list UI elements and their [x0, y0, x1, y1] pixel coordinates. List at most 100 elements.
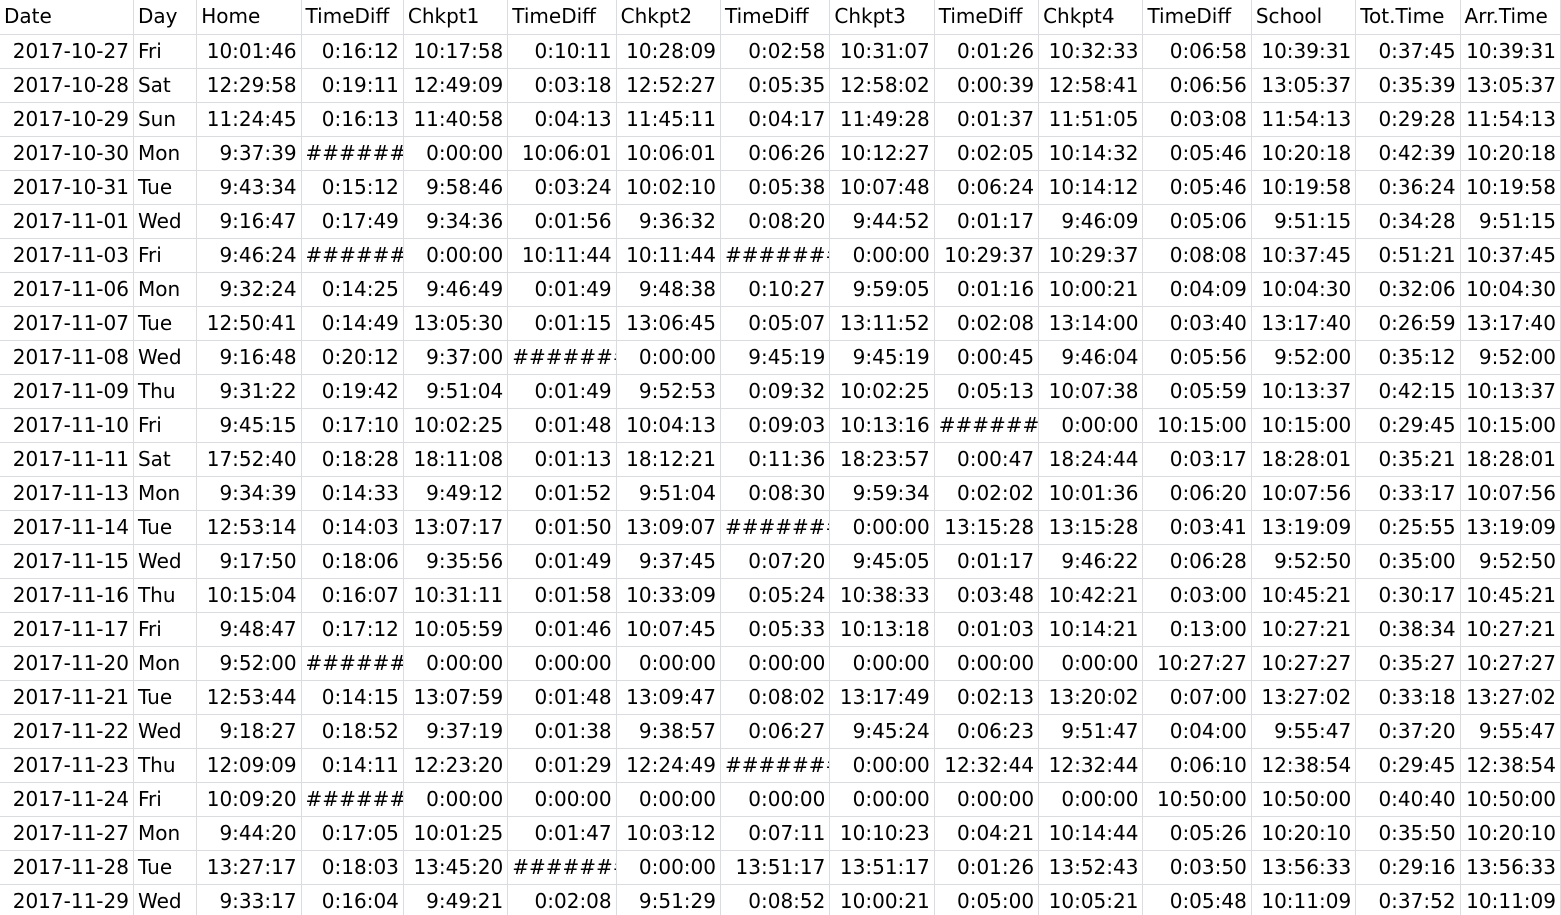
cell-date[interactable]: 2017-11-23: [0, 748, 134, 783]
cell-chkpt3[interactable]: 9:59:34: [829, 476, 935, 511]
cell-chkpt2[interactable]: 13:09:07: [616, 510, 722, 545]
cell-timediff-3[interactable]: 0:08:02: [720, 680, 831, 715]
cell-tot-time[interactable]: 0:30:17: [1355, 578, 1461, 613]
cell-chkpt2[interactable]: 10:02:10: [616, 170, 722, 205]
cell-timediff-3[interactable]: 13:51:17: [720, 850, 831, 885]
cell-chkpt1[interactable]: 9:49:12: [403, 476, 509, 511]
cell-school[interactable]: 13:56:33: [1251, 850, 1357, 885]
cell-chkpt3[interactable]: 11:49:28: [829, 102, 935, 137]
cell-day[interactable]: Tue: [133, 510, 198, 545]
cell-arr-time[interactable]: 10:45:21: [1460, 578, 1561, 613]
cell-chkpt3[interactable]: 10:00:21: [829, 884, 935, 915]
cell-chkpt4[interactable]: 13:14:00: [1038, 306, 1144, 341]
cell-day[interactable]: Thu: [133, 374, 198, 409]
cell-home[interactable]: 9:34:39: [196, 476, 302, 511]
cell-timediff-4[interactable]: 0:01:37: [934, 102, 1040, 137]
cell-timediff-5[interactable]: 0:06:28: [1142, 544, 1252, 579]
cell-timediff-2[interactable]: 0:01:15: [507, 306, 617, 341]
cell-timediff-3[interactable]: 0:08:52: [720, 884, 831, 915]
cell-timediff-2[interactable]: 10:11:44: [507, 238, 617, 273]
cell-chkpt3[interactable]: 10:31:07: [829, 34, 935, 69]
cell-day[interactable]: Mon: [133, 136, 198, 171]
cell-timediff-3[interactable]: 0:02:58: [720, 34, 831, 69]
cell-chkpt2[interactable]: 12:52:27: [616, 68, 722, 103]
cell-tot-time[interactable]: 0:35:21: [1355, 442, 1461, 477]
cell-home[interactable]: 10:09:20: [196, 782, 302, 817]
cell-chkpt1[interactable]: 0:00:00: [403, 136, 509, 171]
cell-timediff-2[interactable]: 0:00:00: [507, 646, 617, 681]
cell-date[interactable]: 2017-10-29: [0, 102, 134, 137]
cell-school[interactable]: 9:52:00: [1251, 340, 1357, 375]
header-cell-day[interactable]: Day: [133, 0, 198, 35]
cell-timediff-1[interactable]: 0:19:42: [301, 374, 404, 409]
cell-timediff-1[interactable]: 0:17:05: [301, 816, 404, 851]
cell-timediff-4[interactable]: 0:06:24: [934, 170, 1040, 205]
cell-timediff-5[interactable]: 0:04:00: [1142, 714, 1252, 749]
cell-timediff-3[interactable]: 9:45:19: [720, 340, 831, 375]
cell-home[interactable]: 9:16:48: [196, 340, 302, 375]
cell-chkpt2[interactable]: 9:48:38: [616, 272, 722, 307]
cell-timediff-5[interactable]: 0:06:56: [1142, 68, 1252, 103]
cell-date[interactable]: 2017-11-14: [0, 510, 134, 545]
cell-timediff-4[interactable]: 0:05:13: [934, 374, 1040, 409]
cell-chkpt2[interactable]: 9:51:29: [616, 884, 722, 915]
cell-home[interactable]: 9:16:47: [196, 204, 302, 239]
cell-day[interactable]: Fri: [133, 782, 198, 817]
cell-chkpt4[interactable]: 0:00:00: [1038, 782, 1144, 817]
cell-chkpt4[interactable]: 18:24:44: [1038, 442, 1144, 477]
cell-home[interactable]: 13:27:17: [196, 850, 302, 885]
cell-chkpt3[interactable]: 9:45:05: [829, 544, 935, 579]
cell-timediff-3[interactable]: 0:08:30: [720, 476, 831, 511]
cell-chkpt4[interactable]: 13:20:02: [1038, 680, 1144, 715]
cell-chkpt1[interactable]: 9:49:21: [403, 884, 509, 915]
cell-chkpt3[interactable]: 18:23:57: [829, 442, 935, 477]
cell-day[interactable]: Wed: [133, 884, 198, 915]
cell-tot-time[interactable]: 0:40:40: [1355, 782, 1461, 817]
cell-school[interactable]: 10:07:56: [1251, 476, 1357, 511]
cell-chkpt3[interactable]: 10:38:33: [829, 578, 935, 613]
cell-timediff-3[interactable]: 0:07:11: [720, 816, 831, 851]
cell-timediff-2[interactable]: 0:01:58: [507, 578, 617, 613]
cell-arr-time[interactable]: 10:04:30: [1460, 272, 1561, 307]
cell-timediff-4[interactable]: 0:05:00: [934, 884, 1040, 915]
cell-chkpt3[interactable]: 9:45:24: [829, 714, 935, 749]
cell-day[interactable]: Fri: [133, 34, 198, 69]
cell-home[interactable]: 9:31:22: [196, 374, 302, 409]
cell-date[interactable]: 2017-11-13: [0, 476, 134, 511]
cell-timediff-1[interactable]: 0:18:03: [301, 850, 404, 885]
cell-timediff-4[interactable]: 0:01:26: [934, 34, 1040, 69]
cell-timediff-1[interactable]: 0:20:12: [301, 340, 404, 375]
cell-timediff-2[interactable]: 0:01:49: [507, 374, 617, 409]
cell-timediff-2[interactable]: 0:04:13: [507, 102, 617, 137]
cell-school[interactable]: 10:37:45: [1251, 238, 1357, 273]
cell-day[interactable]: Mon: [133, 272, 198, 307]
cell-date[interactable]: 2017-11-15: [0, 544, 134, 579]
cell-school[interactable]: 10:20:18: [1251, 136, 1357, 171]
cell-chkpt4[interactable]: 10:14:12: [1038, 170, 1144, 205]
header-cell-arr-time[interactable]: Arr.Time: [1460, 0, 1561, 35]
cell-arr-time[interactable]: 9:52:50: [1460, 544, 1561, 579]
cell-school[interactable]: 13:27:02: [1251, 680, 1357, 715]
cell-timediff-3[interactable]: #######: [720, 238, 831, 273]
cell-day[interactable]: Mon: [133, 816, 198, 851]
cell-chkpt4[interactable]: 10:42:21: [1038, 578, 1144, 613]
cell-chkpt1[interactable]: 18:11:08: [403, 442, 509, 477]
cell-chkpt3[interactable]: 9:45:19: [829, 340, 935, 375]
cell-timediff-2[interactable]: 0:01:56: [507, 204, 617, 239]
cell-school[interactable]: 10:13:37: [1251, 374, 1357, 409]
cell-tot-time[interactable]: 0:35:27: [1355, 646, 1461, 681]
header-cell-tot-time[interactable]: Tot.Time: [1355, 0, 1461, 35]
cell-tot-time[interactable]: 0:34:28: [1355, 204, 1461, 239]
cell-chkpt1[interactable]: 10:05:59: [403, 612, 509, 647]
cell-timediff-1[interactable]: 0:14:33: [301, 476, 404, 511]
cell-timediff-4[interactable]: 12:32:44: [934, 748, 1040, 783]
cell-day[interactable]: Sat: [133, 442, 198, 477]
cell-timediff-5[interactable]: 0:05:56: [1142, 340, 1252, 375]
cell-timediff-1[interactable]: 0:16:12: [301, 34, 404, 69]
cell-chkpt3[interactable]: 13:17:49: [829, 680, 935, 715]
cell-timediff-2[interactable]: 0:01:29: [507, 748, 617, 783]
cell-school[interactable]: 12:38:54: [1251, 748, 1357, 783]
cell-chkpt2[interactable]: 13:06:45: [616, 306, 722, 341]
cell-timediff-2[interactable]: 0:00:00: [507, 782, 617, 817]
cell-chkpt4[interactable]: 10:00:21: [1038, 272, 1144, 307]
